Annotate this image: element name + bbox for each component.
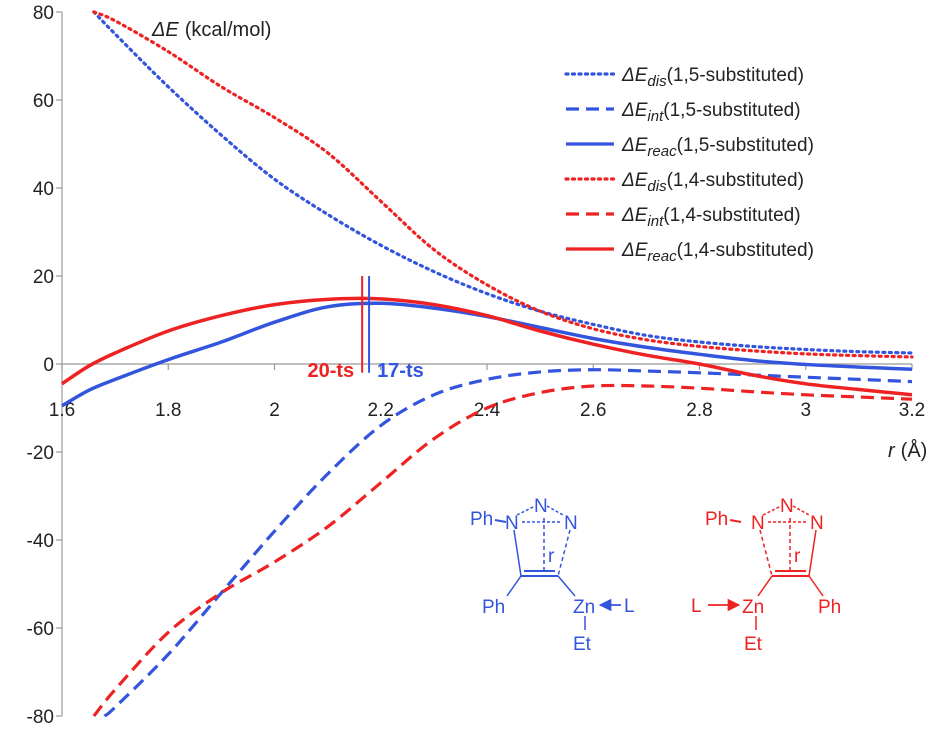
legend-label-3: ΔEreac(1,5-substituted) [621, 135, 814, 160]
legend-label-5: ΔEint(1,4-substituted) [621, 205, 801, 230]
legend-label-6: ΔEreac(1,4-substituted) [621, 240, 814, 265]
ts-label-1: 20-ts [307, 360, 354, 382]
molecule-1-4-substituted: Ph N N N r Zn Ph L Et [691, 496, 841, 655]
ts-label-2: 17-ts [377, 360, 424, 382]
x-axis-symbol: r [888, 440, 896, 462]
mol-red-n2: N [780, 496, 794, 517]
y-tick-label: -80 [27, 707, 54, 728]
x-axis-unit: (Å) [901, 439, 928, 462]
mol-red-n3: N [810, 513, 824, 534]
series-line-6 [61, 296, 913, 397]
x-tick-label: 1.6 [49, 400, 75, 421]
mol-red-ph-c: Ph [818, 597, 841, 618]
y-tick-label: 60 [33, 91, 54, 112]
y-tick-label: -60 [27, 619, 54, 640]
mol-red-l: L [691, 596, 702, 617]
mol-blue-bond-n1-n2 [516, 505, 536, 516]
legend-label-1: ΔEdis(1,5-substituted) [621, 65, 804, 90]
mol-blue-bond-ph-n [494, 519, 507, 523]
molecule-1-5-substituted: Ph N N N r Ph Zn L Et [470, 496, 635, 655]
legend-label-4: ΔEdis(1,4-substituted) [621, 170, 804, 195]
series-line-3 [61, 301, 913, 408]
mol-blue-r: r [548, 546, 555, 567]
series-line-1 [92, 10, 914, 355]
series-line-2 [103, 368, 913, 718]
mol-blue-et: Et [573, 634, 592, 655]
y-axis-unit: (kcal/mol) [185, 19, 272, 41]
mol-red-bond-n3-c [808, 529, 817, 577]
mol-blue-l: L [624, 596, 635, 617]
mol-blue-bond-n2-n3 [546, 505, 564, 516]
mol-blue-n1: N [505, 513, 519, 534]
mol-red-bond-c-ph [808, 575, 824, 597]
mol-red-zn: Zn [742, 597, 764, 618]
mol-blue-bond-c-ph [506, 575, 522, 597]
x-tick-label: 2.8 [686, 400, 712, 421]
x-tick-label: 2 [269, 400, 280, 421]
series-line-4 [92, 10, 914, 359]
mol-red-bond-n1-n2 [762, 505, 782, 516]
y-tick-label: 80 [33, 3, 54, 24]
legend: ΔEdis(1,5-substituted) ΔEint(1,5-substitu… [564, 65, 814, 265]
series-group [61, 10, 914, 718]
legend-label-2: ΔEint(1,5-substituted) [621, 100, 801, 125]
mol-blue-ph-c: Ph [482, 597, 505, 618]
series-line-5 [92, 383, 913, 718]
mol-red-r: r [794, 546, 801, 567]
mol-red-bond-c-zn [757, 575, 773, 597]
mol-blue-bond-n3-c [557, 529, 571, 577]
mol-blue-n3: N [564, 513, 578, 534]
mol-blue-n2: N [534, 496, 548, 517]
y-tick-label: 20 [33, 267, 54, 288]
y-axis-symbol: ΔE [151, 19, 179, 41]
y-tick-label: -20 [27, 443, 54, 464]
axes: -80 -60 -40 -20 0 20 40 60 80 1.6 1.8 2 2.2 2.4 2.6 2.8… [27, 3, 926, 728]
y-tick-label: -40 [27, 531, 54, 552]
annotation-group: 20-ts 17-ts [307, 276, 424, 382]
mol-red-n1: N [751, 513, 765, 534]
x-tick-label: 2.2 [368, 400, 394, 421]
mol-red-bond-ph-n [729, 519, 742, 523]
mol-red-et: Et [744, 634, 763, 655]
mol-red-bond-n1-c [759, 529, 773, 577]
mol-blue-ph-n: Ph [470, 509, 493, 530]
x-tick-label: 3 [800, 400, 811, 421]
x-axis-label: r (Å) [888, 439, 927, 462]
x-tick-label: 1.8 [155, 400, 181, 421]
mol-red-bond-n2-n3 [792, 505, 810, 516]
mol-blue-zn: Zn [573, 597, 595, 618]
x-tick-label: 3.2 [899, 400, 925, 421]
mol-blue-bond-c-zn [557, 575, 576, 597]
x-tick-label: 2.4 [474, 400, 501, 421]
mol-blue-bond-n1-c [513, 529, 522, 577]
y-tick-label: 0 [43, 355, 54, 376]
mol-red-ph-n: Ph [705, 509, 728, 530]
y-axis-label: ΔE (kcal/mol) [151, 19, 271, 41]
x-tick-label: 2.6 [580, 400, 606, 421]
y-tick-label: 40 [33, 179, 54, 200]
